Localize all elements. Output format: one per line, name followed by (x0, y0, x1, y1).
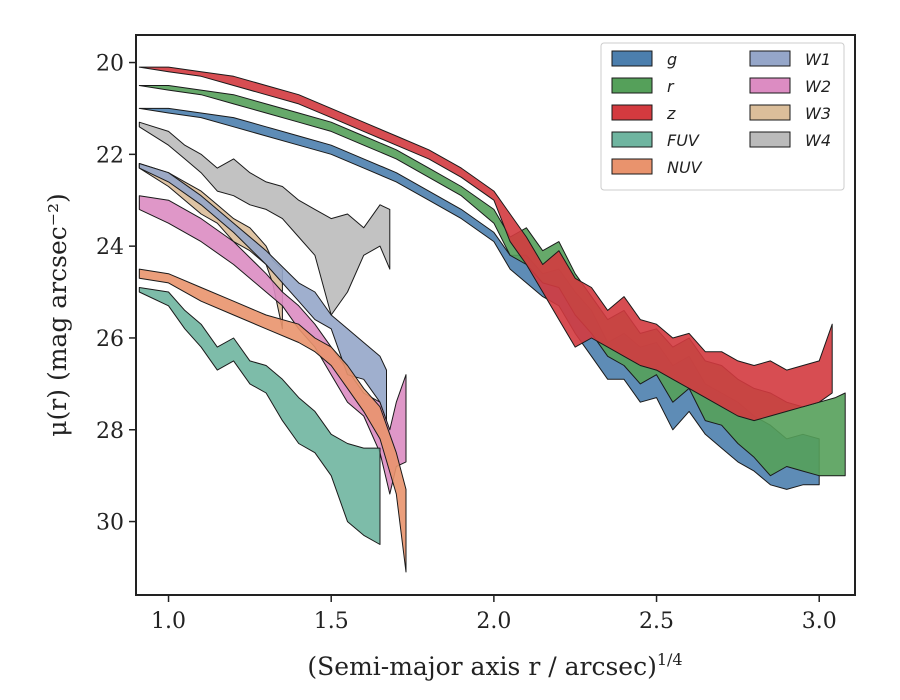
ticks-layer: 1.0 1.5 2.0 2.5 3.0 20 22 24 26 28 30 (96, 52, 837, 634)
legend-label-FUV: FUV (667, 131, 700, 150)
legend-swatch-z (611, 104, 653, 121)
y-tick-label: 20 (96, 52, 124, 77)
y-tick-label: 22 (96, 143, 124, 168)
series-band-NUV (138, 268, 407, 573)
x-axis-label: (Semi-major axis r / arcsec)1/4 (307, 650, 682, 681)
x-tick-label: 2.0 (476, 609, 511, 634)
plot-frame (135, 34, 856, 596)
legend-label-W2: W2 (805, 77, 831, 96)
legend-swatch-r (611, 77, 653, 94)
y-tick-label: 28 (96, 419, 124, 444)
series-band-r (138, 85, 846, 477)
legend-label-W4: W4 (805, 131, 831, 150)
series-band-W1 (138, 163, 387, 422)
y-axis-label: μ(r) (mag arcsec⁻²) (43, 193, 72, 436)
legend-label-W3: W3 (805, 104, 831, 123)
legend-swatch-W3 (749, 104, 791, 121)
legend-label-z: z (666, 104, 676, 123)
y-tick-label: 26 (96, 327, 124, 352)
legend-swatch-NUV (611, 158, 653, 175)
series-band-W4 (138, 121, 391, 316)
legend-label-NUV: NUV (667, 158, 703, 177)
x-tick-label: 2.5 (639, 609, 674, 634)
x-tick-label: 3.0 (802, 609, 837, 634)
series-band-W2 (138, 195, 407, 495)
legend-swatch-W4 (749, 131, 791, 148)
legend-swatch-W1 (749, 50, 791, 67)
x-axis-label-main: (Semi-major axis r / arcsec) (307, 652, 656, 681)
y-tick-label: 30 (96, 511, 124, 536)
legend-swatch-g (611, 50, 653, 67)
legend-swatch-W2 (749, 77, 791, 94)
series-layer (138, 66, 846, 573)
legend-label-W1: W1 (805, 50, 831, 69)
series-band-FUV (138, 287, 381, 545)
x-axis-label-exponent: 1/4 (657, 650, 683, 669)
legend: grz FUV NUV W1 W2 W3 W4 (600, 42, 845, 191)
legend-label-r: r (667, 77, 675, 96)
legend-swatch-FUV (611, 131, 653, 148)
legend-label-g: g (667, 50, 677, 69)
x-tick-label: 1.0 (151, 609, 186, 634)
y-tick-label: 24 (96, 235, 124, 260)
x-tick-label: 1.5 (314, 609, 349, 634)
series-band-z (138, 66, 833, 422)
